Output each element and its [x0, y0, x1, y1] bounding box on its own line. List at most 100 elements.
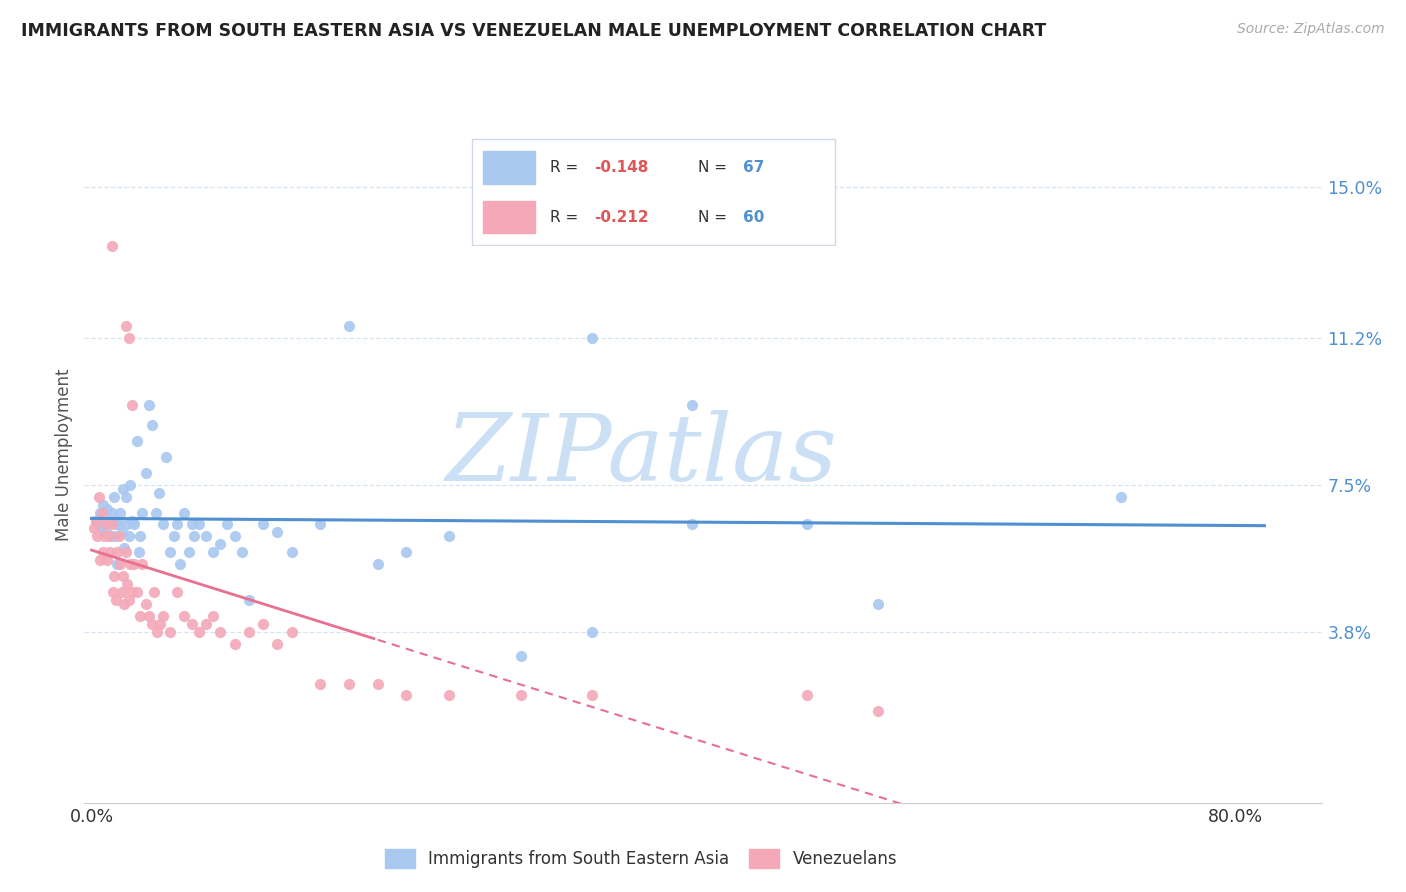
Point	[121, 514, 143, 528]
Point	[90, 506, 112, 520]
Point	[177, 545, 200, 559]
Point	[309, 517, 332, 532]
Point	[110, 525, 132, 540]
Point	[173, 506, 195, 520]
Point	[141, 616, 163, 631]
Point	[187, 517, 209, 532]
Point	[98, 545, 121, 559]
Point	[681, 398, 703, 412]
Point	[367, 558, 389, 572]
Point	[266, 637, 288, 651]
Point	[209, 624, 232, 639]
Point	[103, 569, 125, 583]
Point	[152, 609, 174, 624]
Point	[117, 577, 139, 591]
Text: 67: 67	[742, 160, 763, 175]
Point	[202, 609, 225, 624]
Point	[252, 616, 274, 631]
Point	[145, 506, 167, 520]
Point	[224, 637, 246, 651]
Text: N =: N =	[697, 210, 733, 225]
Point	[183, 529, 205, 543]
Point	[180, 616, 202, 631]
Point	[124, 517, 146, 532]
Point	[281, 545, 304, 559]
Point	[108, 506, 131, 520]
Point	[108, 558, 131, 572]
Point	[868, 597, 890, 611]
Point	[90, 521, 112, 535]
Point	[127, 585, 149, 599]
Y-axis label: Male Unemployment: Male Unemployment	[55, 368, 73, 541]
Text: IMMIGRANTS FROM SOUTH EASTERN ASIA VS VENEZUELAN MALE UNEMPLOYMENT CORRELATION C: IMMIGRANTS FROM SOUTH EASTERN ASIA VS VE…	[21, 22, 1046, 40]
Point	[91, 498, 114, 512]
Point	[93, 514, 115, 528]
Point	[118, 529, 141, 543]
Point	[796, 689, 818, 703]
Point	[96, 553, 118, 567]
Point	[131, 506, 153, 520]
Point	[105, 558, 128, 572]
Point	[509, 689, 531, 703]
Text: Source: ZipAtlas.com: Source: ZipAtlas.com	[1237, 22, 1385, 37]
Point	[149, 616, 172, 631]
Point	[152, 517, 174, 532]
Point	[135, 597, 157, 611]
Point	[115, 490, 138, 504]
Point	[337, 676, 360, 690]
Bar	[482, 201, 534, 233]
Point	[86, 529, 108, 543]
Text: ZIPatlas: ZIPatlas	[446, 410, 837, 500]
Point	[118, 593, 141, 607]
Point	[187, 624, 209, 639]
Point	[115, 545, 138, 559]
Point	[281, 624, 304, 639]
Point	[681, 517, 703, 532]
Point	[118, 331, 141, 345]
Text: N =: N =	[697, 160, 733, 175]
Point	[581, 689, 603, 703]
Point	[111, 482, 134, 496]
Point	[124, 558, 146, 572]
Point	[103, 490, 125, 504]
Point	[155, 450, 177, 464]
Point	[224, 529, 246, 543]
Point	[395, 689, 418, 703]
Point	[337, 318, 360, 333]
Point	[217, 517, 239, 532]
Point	[202, 545, 225, 559]
Point	[112, 541, 135, 556]
Point	[169, 558, 191, 572]
Point	[107, 529, 129, 543]
Point	[437, 529, 460, 543]
Point	[83, 521, 105, 535]
Point	[159, 545, 181, 559]
Point	[89, 506, 111, 520]
Point	[96, 501, 118, 516]
Point	[146, 624, 169, 639]
Point	[87, 490, 110, 504]
Point	[509, 648, 531, 663]
Point	[97, 514, 120, 528]
Point	[107, 517, 129, 532]
Point	[166, 517, 188, 532]
Text: R =: R =	[550, 160, 582, 175]
Point	[101, 585, 124, 599]
Point	[86, 514, 108, 528]
Point	[194, 616, 217, 631]
Point	[115, 318, 138, 333]
Point	[91, 545, 114, 559]
Point	[129, 609, 152, 624]
Point	[104, 517, 127, 532]
Point	[128, 545, 150, 559]
Point	[266, 525, 288, 540]
Point	[127, 434, 149, 448]
Text: -0.212: -0.212	[595, 210, 648, 225]
Point	[84, 514, 107, 528]
Point	[101, 514, 124, 528]
Point	[94, 517, 117, 532]
Point	[94, 525, 117, 540]
Point	[163, 529, 186, 543]
Point	[121, 585, 143, 599]
Text: R =: R =	[550, 210, 582, 225]
